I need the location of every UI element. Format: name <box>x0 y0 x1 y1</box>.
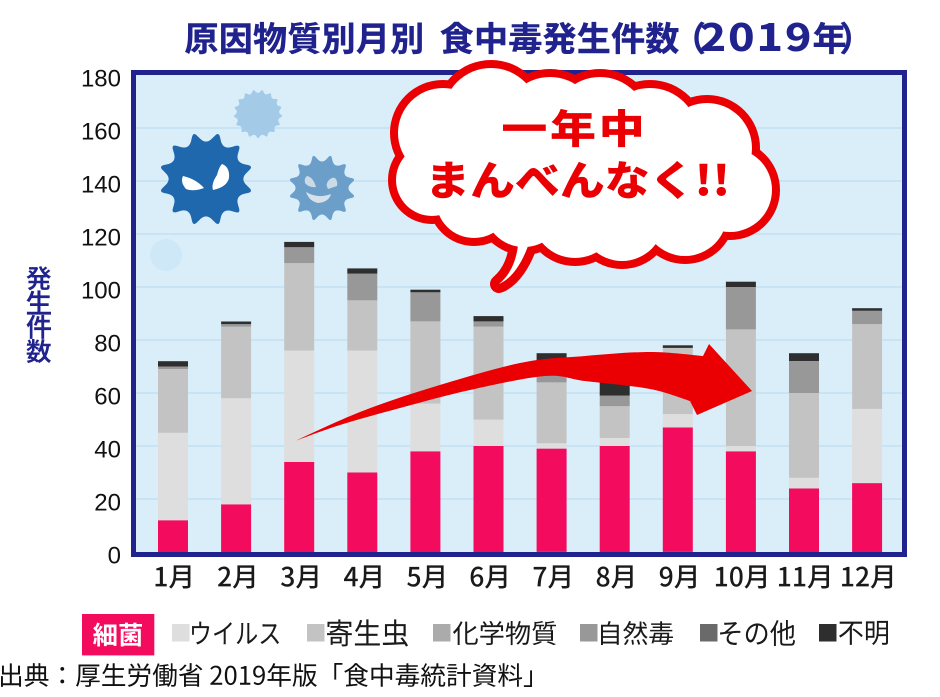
svg-text:20: 20 <box>94 489 121 516</box>
svg-text:80: 80 <box>94 330 121 357</box>
svg-text:100: 100 <box>81 277 121 304</box>
svg-text:60: 60 <box>94 383 121 410</box>
svg-text:140: 140 <box>81 171 121 198</box>
svg-text:0: 0 <box>108 542 121 569</box>
svg-text:120: 120 <box>81 224 121 251</box>
svg-text:40: 40 <box>94 436 121 463</box>
svg-text:180: 180 <box>81 65 121 92</box>
svg-text:160: 160 <box>81 118 121 145</box>
